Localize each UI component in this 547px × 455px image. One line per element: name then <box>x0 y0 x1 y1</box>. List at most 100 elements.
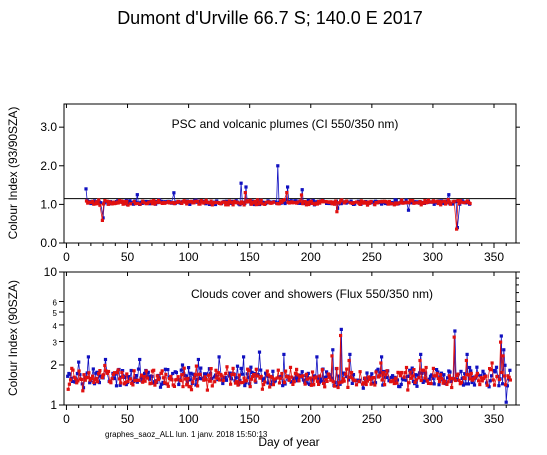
data-point-red <box>189 388 194 392</box>
data-point-blue <box>221 381 225 386</box>
data-point-red <box>98 369 102 373</box>
data-point-blue <box>378 371 382 375</box>
data-point-blue <box>494 365 499 369</box>
data-point-red <box>419 203 423 207</box>
data-point-red <box>260 202 264 206</box>
data-point-blue <box>271 369 275 373</box>
data-point-red <box>188 385 192 389</box>
data-point-red <box>441 381 445 385</box>
data-point-red <box>462 201 466 205</box>
data-point-red <box>170 378 174 382</box>
data-point-red <box>376 375 380 379</box>
data-point-red <box>198 372 202 376</box>
data-point-blue <box>410 366 414 370</box>
data-point-red <box>418 358 422 363</box>
data-point-red <box>383 383 387 387</box>
data-point-red <box>310 201 315 205</box>
data-point-red <box>398 200 402 205</box>
panel-psc-frame <box>63 103 517 244</box>
data-point-red <box>407 381 411 385</box>
data-point-blue <box>468 365 472 370</box>
data-point-red <box>368 377 372 381</box>
data-point-red <box>230 201 234 205</box>
data-point-red <box>120 370 124 374</box>
data-point-red <box>126 380 130 384</box>
data-point-red <box>249 377 253 381</box>
data-point-red <box>480 379 484 383</box>
data-point-red <box>323 385 327 389</box>
x-tick-label: 50 <box>121 250 135 264</box>
data-point-blue <box>77 360 81 364</box>
data-point-blue <box>463 372 467 376</box>
data-point-red <box>447 374 451 378</box>
data-point-blue <box>91 367 95 371</box>
data-point-red <box>308 376 312 380</box>
data-point-red <box>508 378 512 382</box>
data-point-blue <box>501 382 505 386</box>
data-point-red <box>412 201 416 205</box>
data-point-blue <box>487 385 491 389</box>
data-point-red <box>242 376 246 380</box>
data-point-red <box>307 202 311 207</box>
data-point-blue <box>505 384 509 388</box>
data-point-red <box>86 375 90 379</box>
data-point-blue <box>497 384 501 388</box>
data-point-red <box>131 383 135 387</box>
data-point-blue <box>459 369 463 373</box>
data-point-blue <box>97 381 101 385</box>
chart-title: Dumont d'Urville 66.7 S; 140.0 E 2017 <box>117 8 423 28</box>
data-point-red <box>331 200 335 204</box>
data-point-red <box>137 378 141 382</box>
x-tick-label: 150 <box>240 412 260 426</box>
data-point-blue <box>95 370 99 374</box>
data-point-red <box>457 201 461 206</box>
data-point-red <box>149 199 153 203</box>
data-point-red <box>93 202 97 206</box>
data-point-red <box>309 199 313 203</box>
data-point-blue <box>196 357 200 362</box>
data-point-red <box>369 199 373 204</box>
data-point-blue <box>479 374 483 378</box>
data-point-red <box>141 380 145 384</box>
data-point-red <box>448 377 453 381</box>
data-point-red <box>386 202 390 206</box>
data-point-red <box>328 375 332 379</box>
data-point-red <box>172 202 176 206</box>
data-point-blue <box>261 378 265 383</box>
data-point-red <box>69 378 73 382</box>
data-point-red <box>102 373 106 377</box>
data-point-blue <box>503 363 507 367</box>
data-point-red <box>273 377 277 381</box>
data-point-red <box>193 373 197 377</box>
data-point-red <box>367 375 371 379</box>
data-point-red <box>204 378 208 382</box>
data-point-red <box>94 200 98 204</box>
data-point-red <box>92 380 96 384</box>
x-tick-label: 0 <box>63 412 70 426</box>
data-point-blue <box>177 382 181 387</box>
data-point-blue <box>85 371 89 375</box>
data-point-red <box>198 202 202 206</box>
data-point-red <box>262 382 266 387</box>
data-point-red <box>163 381 167 385</box>
data-point-blue <box>187 366 191 370</box>
data-point-red <box>459 380 464 384</box>
data-point-red <box>478 383 482 387</box>
data-point-red <box>310 370 315 374</box>
panel-psc-marks: 0 50 100 150 200 250 300 350 0.0 1.0 2.0 3.0 <box>40 104 520 264</box>
data-point-red <box>214 368 218 372</box>
data-point-red <box>500 370 504 375</box>
data-point-red <box>318 374 322 378</box>
data-point-blue <box>482 372 486 376</box>
data-point-red <box>301 202 305 206</box>
data-point-red <box>117 377 122 381</box>
data-point-blue <box>305 381 309 385</box>
data-point-red <box>172 384 176 388</box>
data-point-red <box>110 377 114 381</box>
data-point-blue <box>460 376 464 380</box>
data-point-blue <box>339 327 343 331</box>
data-point-red <box>373 203 377 207</box>
data-point-red <box>241 380 245 385</box>
data-point-red <box>334 199 338 203</box>
data-point-blue <box>325 370 329 374</box>
